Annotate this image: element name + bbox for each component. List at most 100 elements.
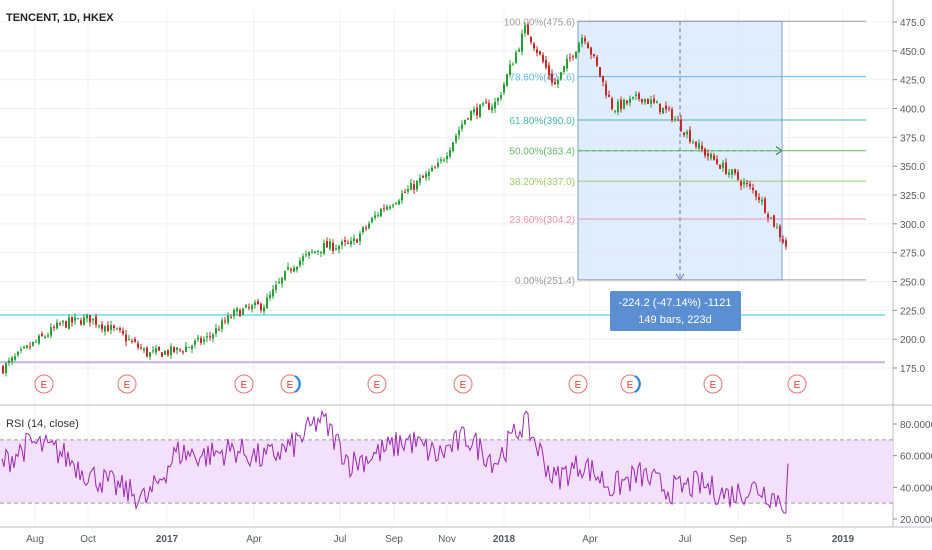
- candle: [524, 25, 526, 33]
- candle: [32, 341, 34, 346]
- candle: [227, 315, 229, 323]
- price-tick-label: 350.0: [900, 162, 925, 173]
- candle: [650, 99, 652, 104]
- candle: [350, 240, 352, 245]
- candle: [371, 217, 373, 223]
- candle: [761, 199, 763, 202]
- earnings-marker[interactable]: [568, 374, 588, 394]
- candle: [470, 111, 472, 121]
- candle: [176, 347, 178, 350]
- candle: [416, 180, 418, 190]
- candle: [665, 105, 667, 110]
- chart-title: TENCENT, 1D, HKEX: [6, 12, 114, 24]
- candle: [122, 330, 124, 334]
- candle: [128, 339, 130, 341]
- candle: [425, 173, 427, 178]
- candle: [155, 348, 157, 353]
- price-tick-label: 250.0: [900, 278, 925, 289]
- rsi-line[interactable]: [1, 409, 789, 514]
- candle: [74, 317, 76, 321]
- candle: [251, 305, 253, 310]
- candle: [62, 320, 64, 323]
- earnings-marker-label: E: [794, 380, 801, 391]
- candle: [695, 141, 697, 147]
- candle: [26, 345, 28, 348]
- candle: [725, 162, 727, 175]
- candle: [182, 351, 184, 353]
- candle: [287, 267, 289, 270]
- candle: [746, 183, 748, 185]
- candle: [491, 106, 493, 111]
- measure-label-box[interactable]: [610, 291, 741, 331]
- candle: [275, 284, 277, 290]
- candle: [29, 346, 31, 348]
- candle: [98, 325, 100, 327]
- earnings-marker[interactable]: [34, 374, 54, 394]
- earnings-marker-label: E: [710, 380, 717, 391]
- candle: [281, 277, 283, 284]
- candle: [383, 208, 385, 210]
- candle: [764, 198, 766, 213]
- candle: [179, 349, 181, 351]
- candle: [158, 346, 160, 351]
- candle: [611, 98, 613, 110]
- candle: [353, 238, 355, 242]
- candle: [602, 75, 604, 82]
- candle: [362, 227, 364, 233]
- earnings-marker[interactable]: [787, 374, 807, 394]
- candle: [107, 325, 109, 332]
- candle: [293, 267, 295, 272]
- candle: [254, 302, 256, 306]
- time-tick-label: Jul: [679, 534, 692, 545]
- candle: [758, 197, 760, 200]
- candle: [95, 316, 97, 325]
- candle: [41, 333, 43, 337]
- candle: [344, 240, 346, 242]
- candle: [146, 347, 148, 357]
- measure-change-text: -224.2 (-47.14%) -1121: [619, 297, 732, 309]
- rsi-tick-label: 40.0000: [900, 483, 932, 494]
- candle: [704, 148, 706, 156]
- candle: [215, 328, 217, 334]
- candle: [140, 347, 142, 349]
- candle: [434, 167, 436, 169]
- candle: [770, 217, 772, 219]
- candle: [467, 118, 469, 120]
- candle: [302, 256, 304, 262]
- candle: [419, 178, 421, 183]
- earnings-marker[interactable]: [367, 374, 387, 394]
- candle: [248, 307, 250, 309]
- candle: [311, 251, 313, 253]
- candle: [572, 56, 574, 58]
- fib-level-label: 38.20%(337.0): [509, 177, 575, 188]
- candle: [83, 317, 85, 325]
- candle: [131, 340, 133, 342]
- candle: [188, 346, 190, 348]
- candle: [701, 145, 703, 150]
- earnings-marker[interactable]: [453, 374, 473, 394]
- candle: [314, 251, 316, 254]
- earnings-marker[interactable]: [703, 374, 723, 394]
- candle: [173, 346, 175, 353]
- candle: [389, 206, 391, 209]
- candle: [479, 104, 481, 118]
- candle: [659, 103, 661, 113]
- candle: [632, 96, 634, 99]
- candle: [476, 107, 478, 116]
- fib-level-label: 78.60%(427.6): [509, 73, 575, 84]
- candle: [263, 307, 265, 312]
- candle: [674, 119, 676, 121]
- earnings-marker[interactable]: [234, 374, 254, 394]
- candle: [65, 321, 67, 328]
- candle: [77, 318, 79, 320]
- candle: [563, 66, 565, 72]
- candle: [152, 350, 154, 352]
- price-tick-label: 275.0: [900, 249, 925, 260]
- candle: [269, 294, 271, 299]
- candle: [368, 223, 370, 229]
- candle: [647, 98, 649, 104]
- candle: [692, 142, 694, 144]
- candle: [20, 349, 22, 351]
- earnings-marker[interactable]: [117, 374, 137, 394]
